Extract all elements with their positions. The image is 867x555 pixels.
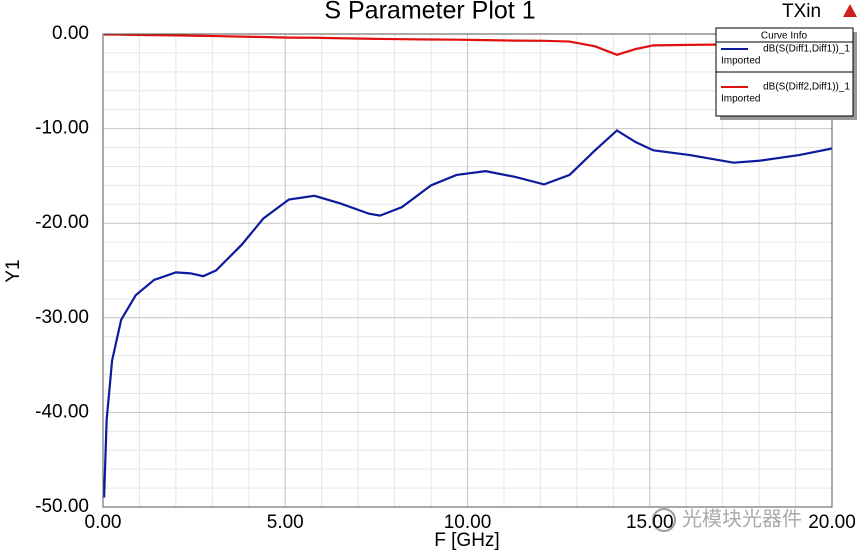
design-name: TXin (782, 1, 821, 22)
watermark-text: 光模块光器件 (682, 507, 802, 530)
x-tick-label: 0.00 (85, 512, 122, 533)
y-tick-label: -10.00 (35, 118, 89, 139)
series-line (103, 129, 832, 498)
y-tick-label: -50.00 (35, 496, 89, 517)
x-tick-label: 10.00 (444, 512, 492, 533)
y-tick-label: 0.00 (52, 23, 89, 44)
legend-title: Curve Info (761, 31, 808, 42)
x-tick-label: 20.00 (808, 512, 856, 533)
logo (843, 4, 857, 17)
watermark-icon (652, 508, 676, 532)
x-axis-label: F [GHz] (434, 530, 499, 551)
x-tick-label: 15.00 (626, 512, 674, 533)
y-tick-label: -40.00 (35, 401, 89, 422)
legend: Curve Info dB(S(Diff1,Diff1))_1Importedd… (715, 27, 857, 120)
y-axis-label: Y1 (3, 259, 24, 282)
series-line (104, 34, 832, 56)
watermark: 光模块光器件 (652, 507, 802, 532)
legend-label: dB(S(Diff1,Diff1))_1 (763, 44, 850, 55)
legend-note: Imported (721, 56, 760, 67)
chart-title: S Parameter Plot 1 (324, 0, 535, 25)
legend-note: Imported (721, 94, 760, 105)
y-tick-label: -30.00 (35, 307, 89, 328)
legend-label: dB(S(Diff2,Diff1))_1 (763, 82, 850, 93)
y-tick-label: -20.00 (35, 212, 89, 233)
x-tick-label: 5.00 (267, 512, 304, 533)
plot-frame (102, 33, 833, 508)
